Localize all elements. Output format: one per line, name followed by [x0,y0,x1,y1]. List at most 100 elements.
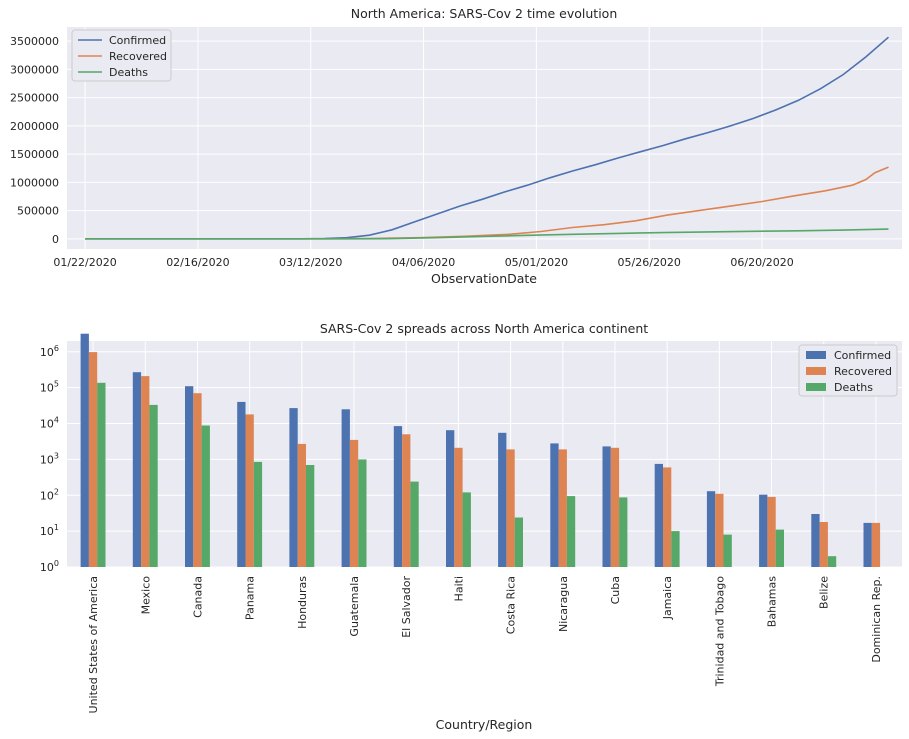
bar-recovered [349,439,359,567]
chart-title: SARS-Cov 2 spreads across North America … [320,321,648,336]
y-tick-label: 2000000 [10,120,59,133]
bar-deaths [306,465,315,567]
x-tick-labels: United States of America Mexico Canada Pana… [87,576,883,714]
legend-label: Confirmed [834,349,891,362]
bar-deaths [827,556,837,567]
bar-recovered [506,449,515,567]
bar-recovered [819,522,828,567]
x-tick-label: Costa Rica [505,576,518,634]
bar-recovered [558,449,567,567]
legend-label: Recovered [109,50,167,63]
bar-recovered [141,376,150,567]
x-tick-label: 05/26/2020 [618,256,681,269]
bar-recovered [88,352,98,567]
y-tick-label: 2500000 [10,92,59,105]
y-tick-label: 102 [40,487,59,502]
bar-deaths [201,425,210,567]
legend: Confirmed Recovered Deaths [71,29,172,82]
bar-deaths [723,534,732,567]
series-lines [85,36,890,240]
bar-deaths [462,492,471,567]
bar-confirmed [185,386,194,567]
bar-deaths [566,496,576,567]
x-tick-label: Mexico [139,576,152,615]
x-tick-label: 02/16/2020 [166,256,229,269]
bar-confirmed [811,514,820,567]
series-line-confirmed [85,36,890,240]
bars [80,333,881,567]
x-tick-label: Jamaica [661,576,674,620]
legend-label: Deaths [834,381,873,394]
bar-recovered [454,447,463,567]
bar-recovered [610,447,620,567]
bar-confirmed [132,372,142,567]
y-tick-label: 500000 [17,205,59,218]
bar-deaths [358,459,367,567]
bar-confirmed [550,443,559,567]
bar-confirmed [80,333,89,567]
x-tick-label: 05/01/2020 [505,256,568,269]
y-tick-label: 104 [40,416,59,431]
bar-confirmed [498,432,507,567]
series-line-deaths [85,228,889,240]
x-tick-label: Guatemala [348,576,361,637]
x-tick-label: Cuba [609,576,622,604]
y-tick-labels: 0 500000 1000000 1500000 2000000 2500000 30000… [10,35,59,246]
plot-area [67,27,902,249]
bar-recovered [297,443,306,567]
x-tick-label: 01/22/2020 [53,256,116,269]
bar-confirmed [654,463,663,567]
legend-label: Deaths [109,66,148,79]
bar-confirmed [289,408,298,567]
y-tick-label: 3000000 [10,63,59,76]
bar-confirmed [341,409,350,567]
x-tick-label: Belize [818,576,831,609]
bar-chart: SARS-Cov 2 spreads across North America … [40,321,902,732]
legend-swatch [806,383,826,391]
x-tick-label: 06/20/2020 [730,256,793,269]
x-tick-label: Panama [244,576,257,620]
bar-deaths [514,517,523,567]
bar-deaths [410,481,419,567]
legend-box [71,29,172,82]
bar-confirmed [446,430,455,567]
x-tick-label: El Salvador [400,576,413,638]
x-axis-label: ObservationDate [431,271,537,286]
bar-confirmed [393,426,403,567]
x-tick-labels: 01/22/2020 02/16/2020 03/12/2020 04/06/2020… [53,256,793,269]
bar-deaths [619,497,628,567]
legend-swatch [806,367,826,375]
x-axis-label: Country/Region [436,717,533,732]
bar-recovered [715,493,724,567]
x-tick-label: 03/12/2020 [279,256,342,269]
bar-confirmed [602,446,611,567]
bar-recovered [767,496,776,567]
x-tick-label: Canada [191,576,204,618]
x-tick-label: Honduras [296,576,309,629]
legend: Confirmed Recovered Deaths [798,344,898,397]
bar-deaths [671,531,680,567]
y-tick-label: 103 [40,451,59,466]
bar-confirmed [863,522,872,567]
x-tick-label: Nicaragua [557,576,570,632]
bar-recovered [402,434,411,567]
y-tick-label: 101 [40,523,59,538]
bar-recovered [871,522,881,567]
legend-label: Recovered [834,365,892,378]
x-tick-label: Dominican Rep. [870,576,883,663]
chart-title: North America: SARS-Cov 2 time evolution [351,6,618,21]
y-tick-label: 100 [40,559,59,574]
y-tick-label: 0 [52,233,59,246]
bar-deaths [97,382,106,567]
line-chart: North America: SARS-Cov 2 time evolution… [10,6,902,286]
grid [67,27,902,249]
y-tick-label: 106 [40,344,59,359]
legend-swatch [806,351,826,359]
bar-deaths [253,461,263,567]
y-tick-label: 1000000 [10,176,59,189]
bar-recovered [663,467,672,567]
x-tick-label: United States of America [87,576,100,713]
x-tick-label: Trinidad and Tobago [713,576,726,687]
bar-confirmed [706,491,716,567]
